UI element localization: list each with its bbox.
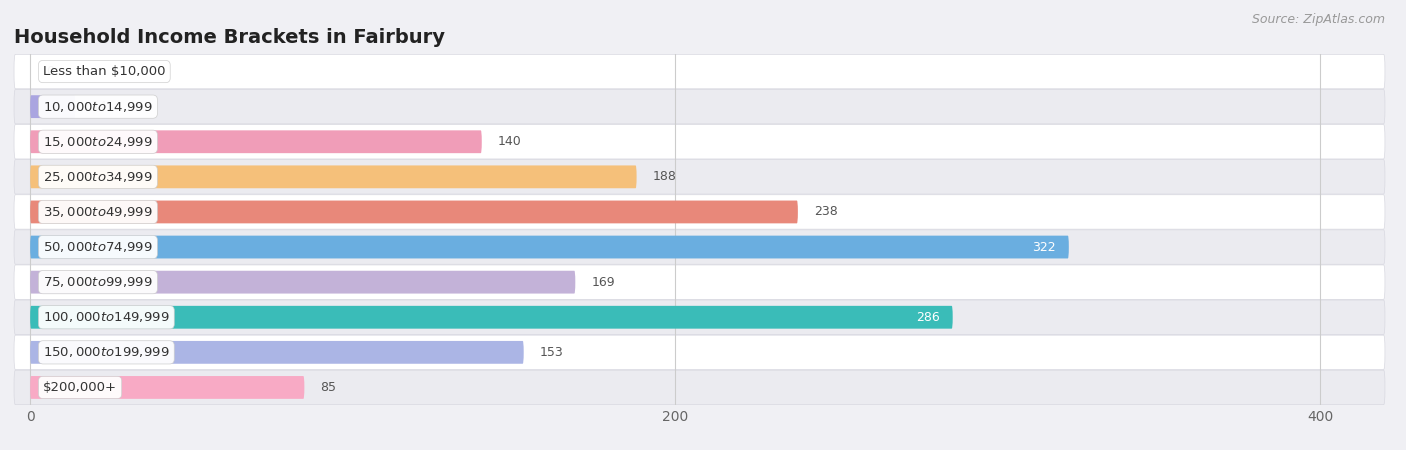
FancyBboxPatch shape [30,95,76,118]
FancyBboxPatch shape [14,370,1385,405]
Text: 85: 85 [321,381,336,394]
Text: 188: 188 [652,171,676,183]
FancyBboxPatch shape [14,300,1385,334]
Text: 322: 322 [1032,241,1056,253]
FancyBboxPatch shape [30,341,523,364]
Text: Household Income Brackets in Fairbury: Household Income Brackets in Fairbury [14,28,446,47]
FancyBboxPatch shape [30,130,482,153]
Text: 0: 0 [46,65,55,78]
Text: Less than $10,000: Less than $10,000 [44,65,166,78]
Text: $200,000+: $200,000+ [44,381,117,394]
Text: 14: 14 [91,100,107,113]
FancyBboxPatch shape [30,271,575,293]
FancyBboxPatch shape [30,376,304,399]
FancyBboxPatch shape [14,195,1385,229]
FancyBboxPatch shape [14,125,1385,159]
Text: $25,000 to $34,999: $25,000 to $34,999 [44,170,153,184]
FancyBboxPatch shape [14,90,1385,124]
FancyBboxPatch shape [30,306,953,328]
Text: $35,000 to $49,999: $35,000 to $49,999 [44,205,153,219]
Text: 140: 140 [498,135,522,148]
Text: Source: ZipAtlas.com: Source: ZipAtlas.com [1251,14,1385,27]
FancyBboxPatch shape [30,236,1069,258]
FancyBboxPatch shape [14,230,1385,264]
Text: $15,000 to $24,999: $15,000 to $24,999 [44,135,153,149]
Text: $10,000 to $14,999: $10,000 to $14,999 [44,99,153,114]
FancyBboxPatch shape [14,335,1385,369]
Text: 286: 286 [917,311,939,324]
Text: $75,000 to $99,999: $75,000 to $99,999 [44,275,153,289]
FancyBboxPatch shape [14,160,1385,194]
Text: $100,000 to $149,999: $100,000 to $149,999 [44,310,170,324]
FancyBboxPatch shape [30,201,797,223]
FancyBboxPatch shape [30,166,637,188]
FancyBboxPatch shape [14,265,1385,299]
Text: $150,000 to $199,999: $150,000 to $199,999 [44,345,170,360]
Text: 169: 169 [592,276,614,288]
Text: 238: 238 [814,206,838,218]
FancyBboxPatch shape [14,54,1385,89]
Text: 153: 153 [540,346,564,359]
Text: $50,000 to $74,999: $50,000 to $74,999 [44,240,153,254]
